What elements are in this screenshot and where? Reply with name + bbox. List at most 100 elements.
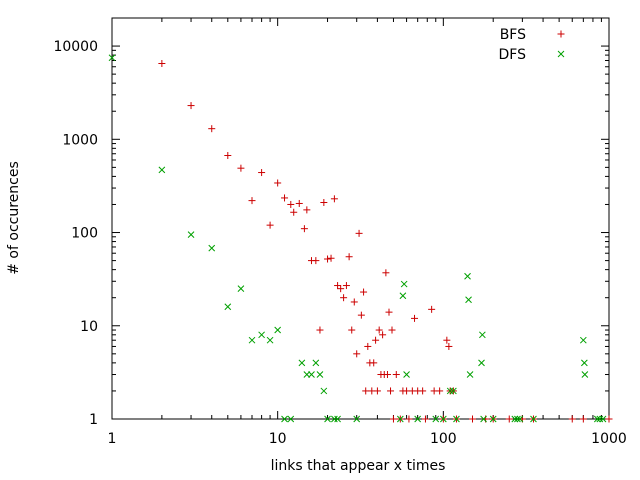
data-point-bfs: [224, 152, 232, 160]
data-point-dfs: [446, 387, 454, 395]
data-point-bfs: [443, 336, 451, 344]
legend: BFS DFS: [499, 27, 565, 63]
data-point-bfs: [237, 164, 245, 172]
data-point-dfs: [331, 415, 338, 423]
y-tick-label: 1: [89, 412, 98, 428]
data-point-bfs: [330, 195, 338, 203]
data-point-dfs: [396, 415, 404, 423]
data-point-bfs: [469, 415, 477, 423]
data-point-dfs: [298, 359, 306, 367]
data-point-bfs: [436, 387, 444, 395]
data-point-bfs: [320, 198, 328, 206]
x-tick-label: 100: [430, 431, 457, 447]
data-point-bfs: [281, 194, 289, 202]
legend-label-bfs: BFS: [500, 27, 526, 43]
series-bfs: [158, 60, 613, 423]
data-point-dfs: [158, 166, 166, 174]
data-point-dfs: [464, 272, 471, 280]
data-point-bfs: [605, 415, 613, 423]
data-point-bfs: [392, 371, 400, 379]
data-point-dfs: [453, 415, 460, 423]
data-point-bfs: [303, 206, 311, 214]
data-point-bfs: [362, 387, 370, 395]
data-point-bfs: [348, 326, 356, 334]
data-point-dfs: [599, 415, 607, 423]
x-tick-label: 1: [108, 431, 117, 447]
data-point-dfs: [324, 415, 331, 423]
data-point-bfs: [295, 199, 303, 207]
data-point-dfs: [316, 371, 324, 378]
data-point-bfs: [360, 288, 368, 296]
data-point-bfs: [350, 298, 358, 306]
series-dfs: [108, 54, 607, 423]
data-point-bfs: [248, 197, 256, 205]
data-point-dfs: [579, 336, 587, 344]
data-point-bfs: [208, 125, 216, 133]
data-point-bfs: [375, 326, 383, 334]
data-point-bfs: [389, 415, 397, 423]
data-point-dfs: [208, 244, 216, 252]
data-point-dfs: [593, 415, 601, 423]
data-point-dfs: [353, 415, 361, 423]
data-point-bfs: [370, 359, 378, 367]
data-point-dfs: [581, 371, 589, 378]
data-point-bfs: [428, 305, 436, 313]
data-point-bfs: [300, 225, 308, 233]
data-point-bfs: [405, 415, 413, 423]
data-point-bfs: [258, 169, 266, 177]
data-point-dfs: [478, 331, 486, 339]
data-point-dfs: [465, 296, 472, 304]
data-point-dfs: [478, 359, 485, 367]
data-point-dfs: [489, 415, 497, 423]
data-point-dfs: [312, 359, 320, 367]
data-point-bfs: [340, 294, 348, 302]
data-point-dfs: [432, 415, 440, 423]
data-point-bfs: [505, 415, 513, 423]
data-point-dfs: [281, 415, 288, 423]
data-point-dfs: [334, 415, 341, 423]
data-point-bfs: [355, 229, 363, 237]
data-point-bfs: [388, 326, 396, 334]
data-point-bfs: [158, 60, 166, 68]
data-point-dfs: [403, 371, 410, 378]
data-point-bfs: [411, 314, 419, 322]
data-point-dfs: [439, 415, 447, 423]
data-point-dfs: [581, 359, 588, 367]
data-point-dfs: [258, 331, 265, 339]
data-point-bfs: [383, 371, 391, 379]
axis-ticks: [111, 17, 610, 420]
legend-marker-symbol: [557, 50, 565, 58]
data-point-dfs: [516, 415, 524, 423]
data-point-dfs: [237, 285, 245, 293]
y-tick-label: 10000: [53, 39, 98, 55]
data-point-dfs: [514, 415, 521, 423]
data-point-bfs: [579, 415, 587, 423]
data-point-bfs: [345, 253, 353, 261]
x-tick-label: 10: [269, 431, 287, 447]
data-point-dfs: [414, 415, 422, 423]
data-point-bfs: [316, 326, 324, 334]
data-point-bfs: [353, 350, 361, 358]
legend-label-dfs: DFS: [499, 47, 527, 63]
data-point-dfs: [248, 336, 256, 344]
data-point-dfs: [480, 415, 487, 423]
data-point-dfs: [596, 415, 604, 423]
axis-tick-labels: 1 10 100 1000 1 10 100 1000 10000: [53, 39, 626, 447]
data-point-bfs: [337, 285, 345, 293]
data-point-bfs: [187, 102, 195, 110]
data-point-dfs: [108, 54, 116, 62]
data-point-bfs: [568, 415, 576, 423]
data-point-dfs: [224, 303, 232, 311]
data-point-bfs: [312, 257, 320, 265]
legend-marker-dfs: [557, 50, 565, 58]
data-point-bfs: [372, 336, 380, 344]
y-tick-label: 100: [71, 226, 98, 242]
data-point-bfs: [364, 342, 372, 350]
x-tick-label: 1000: [591, 431, 627, 447]
data-point-bfs: [266, 221, 274, 229]
data-point-bfs: [379, 331, 387, 339]
data-point-dfs: [266, 336, 274, 344]
data-point-dfs: [511, 415, 519, 423]
data-point-bfs: [421, 415, 429, 423]
